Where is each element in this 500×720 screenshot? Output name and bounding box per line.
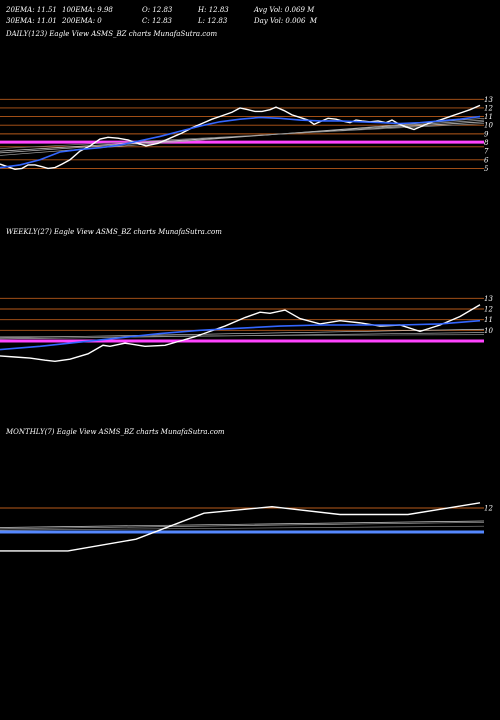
open-label: O: 12.83 [142, 6, 173, 14]
monthly-panel-label: MONTHLY(7) Eagle View ASMS_BZ charts Mun… [6, 428, 225, 436]
moving-average-line [0, 123, 485, 149]
y-tick-label: 6 [484, 156, 489, 164]
y-tick-label: 13 [484, 96, 493, 104]
avg-vol-label: Avg Vol: 0.069 M [254, 6, 315, 14]
ema30-label: 30EMA: 11.01 [6, 17, 57, 25]
header-row-2: 30EMA: 11.01 200EMA: 0 C: 12.83 L: 12.83 Day… [6, 17, 317, 25]
y-tick-label: 10 [484, 122, 493, 130]
moving-average-line [0, 521, 485, 530]
y-tick-label: 12 [484, 306, 493, 314]
y-tick-label: 12 [484, 505, 493, 513]
moving-average-line [0, 334, 485, 338]
ema-line [0, 319, 481, 351]
y-tick-label: 12 [484, 104, 493, 112]
y-tick-label: 10 [484, 327, 493, 335]
ema200-label: 200EMA: 0 [62, 17, 102, 25]
price-line [0, 104, 481, 170]
daily-panel-label: DAILY(123) Eagle View ASMS_BZ charts Mun… [6, 30, 218, 38]
close-label: C: 12.83 [142, 17, 172, 25]
header-row-1: 20EMA: 11.51 100EMA: 9.98 O: 12.83 H: 12.83… [6, 6, 314, 14]
price-line [0, 304, 481, 362]
moving-average-line [0, 121, 485, 152]
ema-line [0, 115, 481, 169]
ema20-label: 20EMA: 11.51 [6, 6, 57, 14]
y-tick-label: 8 [484, 139, 489, 147]
y-tick-label: 5 [484, 165, 489, 173]
low-label: L: 12.83 [198, 17, 228, 25]
moving-average-line [0, 520, 485, 528]
y-tick-label: 11 [484, 316, 493, 324]
ema100-label: 100EMA: 9.98 [62, 6, 113, 14]
y-tick-label: 7 [484, 148, 489, 156]
high-label: H: 12.83 [198, 6, 229, 14]
price-line [0, 502, 481, 552]
moving-average-line [0, 525, 485, 531]
day-vol-label: Day Vol: 0.006 M [254, 17, 318, 25]
weekly-panel-label: WEEKLY(27) Eagle View ASMS_BZ charts Mun… [6, 228, 222, 236]
y-tick-label: 13 [484, 295, 493, 303]
y-tick-label: 9 [484, 130, 489, 138]
y-tick-label: 11 [484, 113, 493, 121]
